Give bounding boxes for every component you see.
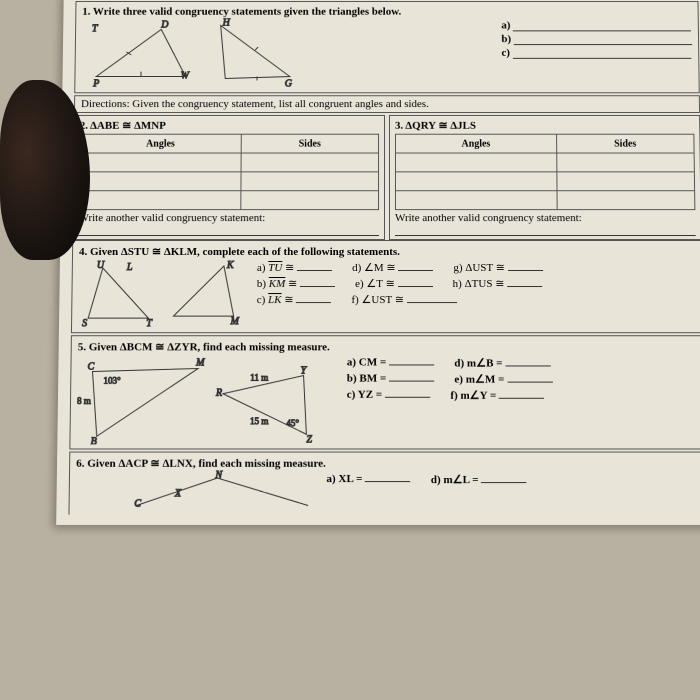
q5-d-blank[interactable]	[505, 357, 550, 366]
q4-b-blank[interactable]	[300, 278, 335, 287]
q1-c-label: c)	[501, 47, 510, 59]
svg-text:K: K	[226, 260, 235, 271]
q3-cell[interactable]	[395, 172, 556, 191]
q3-title: 3. ΔQRY ≅ ΔJLS	[395, 120, 476, 132]
q3-statement-blank[interactable]	[395, 225, 696, 236]
q5-triangles: C M B 103° 8 m Y R Z 11 m 15 m 45°	[76, 353, 338, 444]
q2-q3-row: 2. ΔABE ≅ ΔMNP AnglesSides Write another…	[72, 115, 700, 240]
q6-title: 6. Given ΔACP ≅ ΔLNX, find each missing …	[76, 458, 326, 470]
svg-text:M: M	[230, 316, 240, 327]
q1-prompt: 1. Write three valid congruency statemen…	[82, 6, 401, 18]
svg-text:11 m: 11 m	[250, 372, 268, 382]
q1-a-label: a)	[501, 20, 510, 32]
q5-title: 5. Given ΔBCM ≅ ΔZYR, find each missing …	[78, 341, 330, 353]
svg-text:H: H	[222, 18, 231, 29]
svg-text:L: L	[126, 262, 133, 273]
q5-a-blank[interactable]	[389, 356, 434, 365]
q3-cell[interactable]	[557, 172, 695, 191]
svg-text:Z: Z	[306, 434, 312, 444]
q2-cell[interactable]	[79, 172, 240, 191]
q2-table: AnglesSides	[79, 134, 379, 210]
svg-text:M: M	[195, 357, 205, 368]
svg-text:45°: 45°	[286, 418, 299, 428]
svg-text:U: U	[97, 260, 105, 271]
svg-text:T: T	[92, 23, 99, 34]
svg-text:S: S	[82, 318, 87, 328]
q1-a-blank[interactable]	[513, 21, 691, 32]
question-5: 5. Given ΔBCM ≅ ΔZYR, find each missing …	[69, 335, 700, 449]
q2-title: 2. ΔABE ≅ ΔMNP	[80, 120, 166, 132]
q4-f-blank[interactable]	[407, 294, 457, 303]
q4-g-blank[interactable]	[508, 262, 543, 271]
svg-text:C: C	[87, 361, 94, 372]
svg-text:W: W	[181, 71, 191, 82]
q2-statement-blank[interactable]	[78, 225, 379, 236]
q3-cell[interactable]	[556, 153, 694, 172]
q5-c-blank[interactable]	[385, 389, 430, 398]
question-6: 6. Given ΔACP ≅ ΔLNX, find each missing …	[68, 452, 700, 515]
q4-d-blank[interactable]	[398, 262, 433, 271]
svg-text:D: D	[160, 20, 169, 31]
q5-b-blank[interactable]	[389, 373, 434, 382]
directions-text: Directions: Given the congruency stateme…	[81, 98, 429, 110]
q4-a-blank[interactable]	[297, 262, 332, 271]
q5-e-blank[interactable]	[507, 374, 552, 383]
svg-text:X: X	[174, 488, 182, 499]
q4-e-blank[interactable]	[398, 278, 433, 287]
svg-text:103°: 103°	[103, 375, 121, 385]
q3-cell[interactable]	[395, 153, 556, 172]
q2-cell[interactable]	[79, 191, 241, 210]
q4-items: a) TU ≅ d) ∠M ≅ g) ΔUST ≅ b) KM ≅ e) ∠T …	[257, 258, 696, 309]
svg-text:P: P	[92, 78, 99, 88]
question-3: 3. ΔQRY ≅ ΔJLS AnglesSides Write another…	[389, 115, 700, 240]
q3-table: AnglesSides	[395, 134, 695, 210]
svg-text:C: C	[134, 498, 141, 509]
question-2: 2. ΔABE ≅ ΔMNP AnglesSides Write another…	[72, 115, 385, 240]
question-4: 4. Given ΔSTU ≅ ΔKLM, complete each of t…	[71, 240, 700, 333]
q3-cell[interactable]	[395, 191, 556, 210]
svg-text:R: R	[215, 388, 222, 399]
q4-h-blank[interactable]	[507, 278, 542, 287]
q3-sides-header: Sides	[556, 134, 694, 153]
q2-cell[interactable]	[241, 191, 379, 210]
q1-answers: a) b) c)	[501, 18, 692, 61]
q5-items: a) CM = d) m∠B = b) BM = e) m∠M = c) YZ …	[347, 353, 697, 405]
q1-b-label: b)	[501, 33, 511, 45]
directions-row: Directions: Given the congruency stateme…	[74, 95, 700, 113]
q1-b-blank[interactable]	[514, 34, 692, 45]
svg-text:B: B	[91, 436, 97, 444]
q1-c-blank[interactable]	[513, 48, 692, 59]
svg-text:15 m: 15 m	[250, 416, 268, 426]
q3-cell[interactable]	[557, 191, 695, 210]
q4-triangles: U L S T K M	[78, 258, 249, 328]
q2-cell[interactable]	[241, 172, 379, 191]
q1-triangles: T D W P H G	[81, 18, 300, 89]
q2-cell[interactable]	[80, 153, 241, 172]
q4-title: 4. Given ΔSTU ≅ ΔKLM, complete each of t…	[79, 246, 400, 258]
q6-a-blank[interactable]	[365, 473, 410, 482]
svg-text:8 m: 8 m	[77, 396, 91, 406]
question-1: 1. Write three valid congruency statemen…	[74, 1, 700, 93]
svg-text:T: T	[146, 318, 153, 328]
q2-angles-header: Angles	[80, 134, 241, 153]
q3-angles-header: Angles	[395, 134, 556, 153]
q2-footer: Write another valid congruency statement…	[78, 212, 379, 224]
worksheet-page: 1. Write three valid congruency statemen…	[56, 0, 700, 525]
q2-cell[interactable]	[241, 153, 379, 172]
q3-footer: Write another valid congruency statement…	[395, 212, 696, 224]
q6-triangles: C X N	[76, 470, 319, 511]
q4-c-blank[interactable]	[296, 294, 331, 303]
svg-text:G: G	[285, 78, 292, 88]
q6-d-blank[interactable]	[481, 474, 526, 483]
q5-f-blank[interactable]	[499, 390, 544, 399]
q2-sides-header: Sides	[241, 134, 379, 153]
q6-items: a) XL = d) m∠L =	[326, 470, 698, 489]
svg-text:Y: Y	[301, 365, 308, 376]
